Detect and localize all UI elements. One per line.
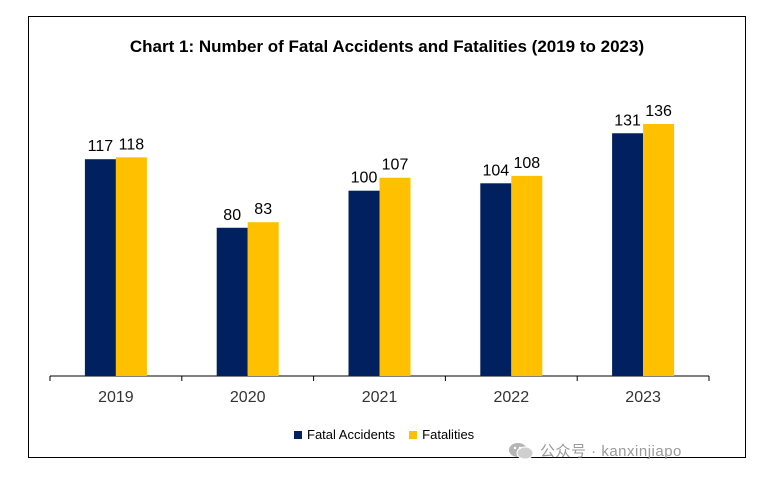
data-label: 107 (382, 157, 409, 174)
bar-fatalities-2022 (511, 175, 543, 376)
data-label: 104 (482, 162, 509, 179)
legend-label-fatalities: Fatalities (422, 427, 475, 442)
wechat-icon (509, 442, 534, 459)
legend-item-fatal-accidents: Fatal Accidents (294, 427, 395, 442)
bar-fatal-accidents-2023 (612, 133, 644, 376)
watermark: 公众号 · kanxinjiapo (508, 440, 682, 461)
legend: Fatal Accidents Fatalities (294, 427, 488, 442)
data-label: 136 (645, 103, 672, 120)
x-tick-label: 2020 (230, 389, 266, 406)
x-tick-label: 2021 (362, 389, 398, 406)
legend-swatch-fatalities (409, 430, 418, 439)
bar-fatal-accidents-2020 (216, 227, 248, 376)
bar-fatal-accidents-2022 (480, 183, 512, 376)
data-label: 117 (88, 138, 114, 155)
bar-fatal-accidents-2021 (348, 190, 380, 376)
bar-fatalities-2023 (643, 124, 675, 376)
bar-fatalities-2021 (379, 177, 411, 376)
legend-swatch-fatal-accidents (294, 430, 302, 439)
watermark-text: 公众号 · kanxinjiapo (540, 443, 682, 460)
x-tick-label: 2023 (625, 389, 661, 406)
data-label: 100 (351, 170, 378, 187)
chart-frame: Chart 1: Number of Fatal Accidents and F… (28, 16, 746, 458)
data-label: 108 (513, 155, 540, 172)
bar-fatal-accidents-2019 (84, 159, 116, 376)
data-label: 131 (614, 112, 641, 129)
x-tick-label: 2022 (494, 389, 530, 406)
bar-fatalities-2020 (247, 222, 279, 376)
data-label: 83 (254, 201, 272, 218)
legend-item-fatalities: Fatalities (409, 427, 474, 442)
data-label: 80 (223, 207, 241, 224)
bar-fatalities-2019 (115, 157, 147, 376)
data-label: 118 (119, 136, 145, 153)
chart-title: Chart 1: Number of Fatal Accidents and F… (129, 37, 645, 56)
legend-label-fatal-accidents: Fatal Accidents (307, 427, 396, 442)
x-tick-label: 2019 (98, 389, 134, 406)
